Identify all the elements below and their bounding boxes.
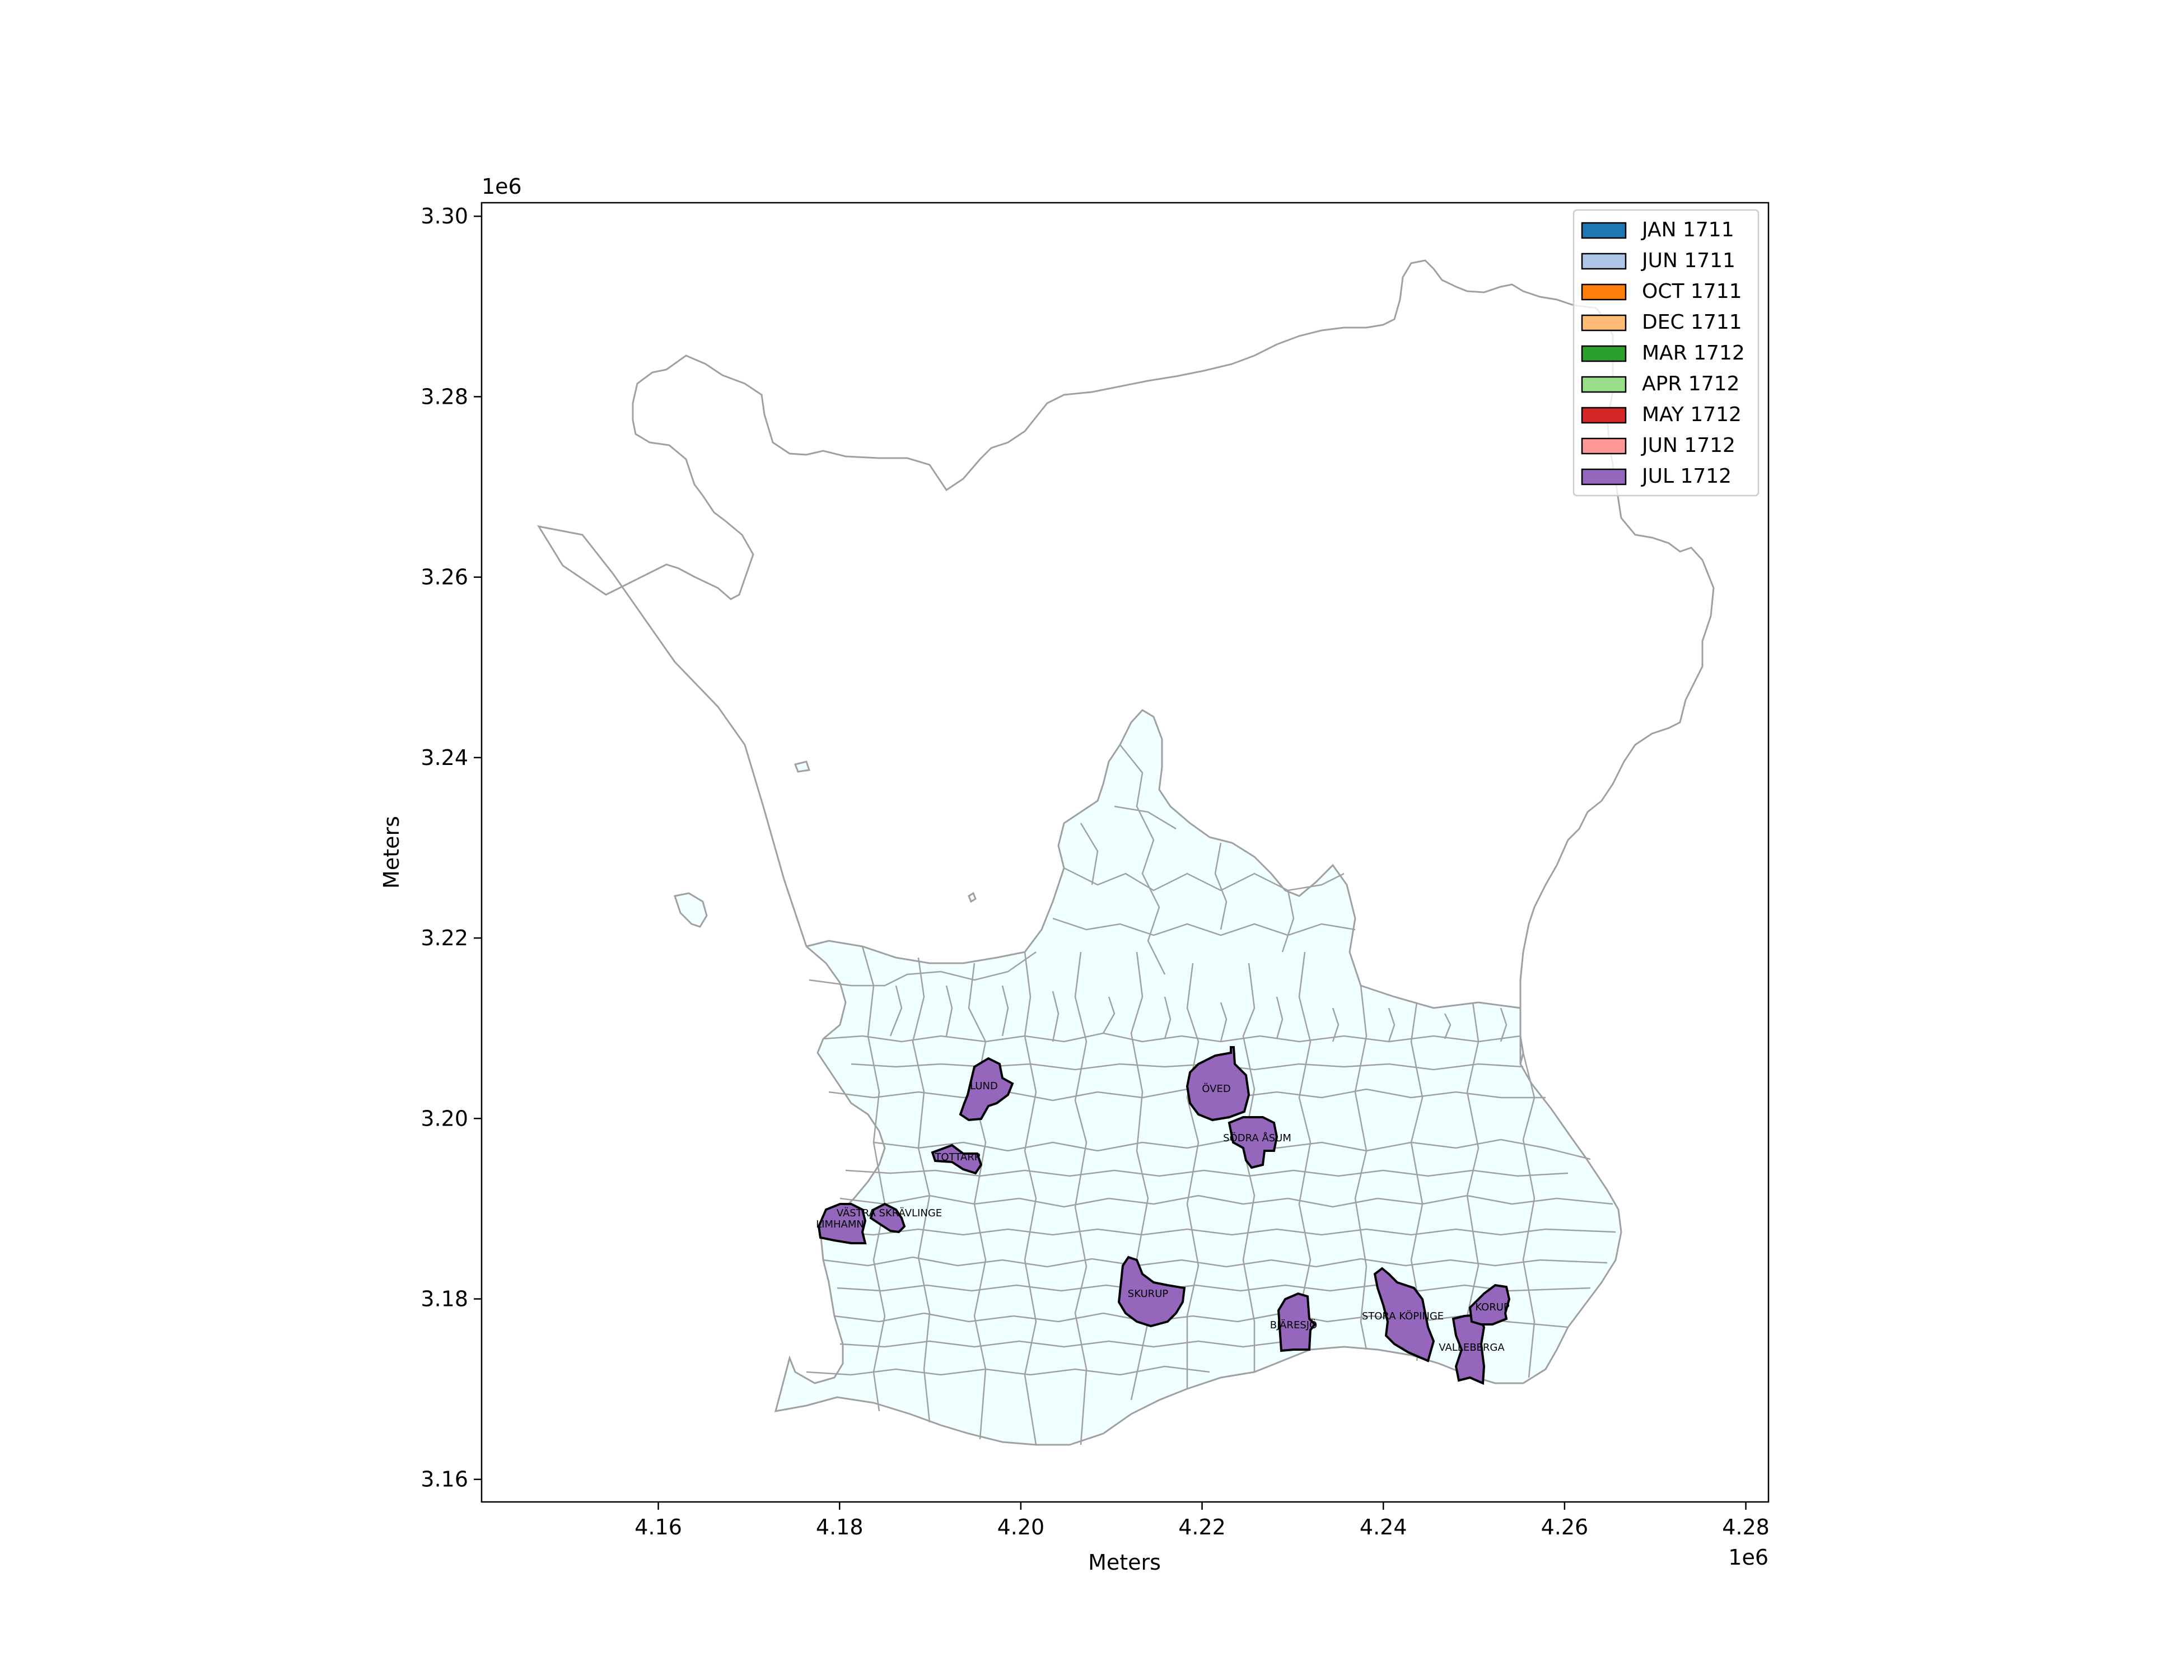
y-offset-label: 1e6	[482, 174, 522, 199]
x-tick-label: 4.24	[1360, 1515, 1407, 1539]
legend-label: MAY 1712	[1642, 403, 1742, 426]
parish-label: VÄSTRA SKRÄVLINGE	[837, 1207, 942, 1219]
parish-stora-kopinge[interactable]	[1373, 1267, 1435, 1362]
island-outline	[794, 760, 810, 773]
legend-label: JAN 1711	[1641, 218, 1734, 241]
legend-label: JUN 1711	[1641, 249, 1735, 272]
x-axis-ticks: 4.16 4.18 4.20 4.22 4.24 4.26 4.28	[634, 1502, 1770, 1539]
y-tick-label: 3.20	[421, 1106, 468, 1131]
y-tick-label: 3.26	[421, 565, 468, 590]
legend-swatch	[1581, 437, 1627, 455]
parish-label: BJÄRESJÖ	[1270, 1319, 1317, 1331]
legend-label: APR 1712	[1642, 372, 1739, 395]
x-tick-label: 4.28	[1722, 1515, 1770, 1539]
legend-swatch	[1581, 376, 1627, 393]
legend-swatch	[1581, 468, 1627, 486]
legend-swatch	[1581, 283, 1627, 301]
parish-label: STORA KÖPINGE	[1362, 1310, 1444, 1322]
legend-label: JUN 1712	[1641, 434, 1735, 457]
parish-label: TOTTARP	[934, 1151, 980, 1163]
legend-swatch	[1581, 253, 1627, 270]
parish-sodra-asum[interactable]	[1228, 1116, 1278, 1169]
parish-tottarp[interactable]	[931, 1144, 983, 1175]
x-offset-label: 1e6	[1728, 1545, 1768, 1570]
y-tick-label: 3.24	[421, 745, 468, 770]
parish-label: VALLEBERGA	[1439, 1342, 1505, 1354]
parish-oved[interactable]	[1186, 1046, 1250, 1122]
northern-region-outline	[536, 259, 1715, 1065]
highlighted-parishes	[817, 1046, 1511, 1385]
parish-limhamn[interactable]	[817, 1203, 867, 1244]
parish-labels: LUND ÖVED SÖDRA ÅSUM TOTTARP VÄSTRA SKRÄ…	[816, 1080, 1510, 1354]
y-tick-label: 3.30	[421, 204, 468, 228]
legend-label: JUL 1712	[1641, 465, 1732, 488]
x-tick-label: 4.18	[816, 1515, 864, 1539]
parish-korup[interactable]	[1468, 1284, 1511, 1326]
parish-label: LUND	[970, 1080, 998, 1092]
parish-bjaresjo[interactable]	[1277, 1292, 1317, 1352]
x-tick-label: 4.16	[634, 1515, 682, 1539]
legend-swatch	[1581, 407, 1627, 424]
parish-label: KORUP	[1475, 1301, 1510, 1313]
y-axis-label: Meters	[379, 816, 404, 889]
parish-label: LIMHAMN	[816, 1219, 864, 1230]
y-tick-label: 3.18	[421, 1287, 468, 1312]
legend-swatch	[1581, 314, 1627, 332]
parish-vastra-skravlinge[interactable]	[869, 1202, 906, 1234]
legend-label: OCT 1711	[1642, 280, 1742, 303]
legend-box	[1572, 209, 1760, 497]
y-tick-label: 3.16	[421, 1467, 468, 1492]
x-axis-label: Meters	[1088, 1550, 1161, 1575]
parish-label: SKURUP	[1128, 1288, 1169, 1300]
parish-lund[interactable]	[959, 1057, 1014, 1122]
parish-label: SÖDRA ÅSUM	[1223, 1132, 1291, 1144]
legend-swatch	[1581, 345, 1627, 362]
island-outline	[674, 892, 708, 928]
legend-label: DEC 1711	[1642, 311, 1742, 334]
y-axis-ticks: 3.16 3.18 3.20 3.22 3.24 3.26 3.28 3.30	[421, 204, 482, 1492]
parish-label: ÖVED	[1202, 1082, 1230, 1095]
island-outline	[968, 892, 977, 903]
x-tick-label: 4.26	[1541, 1515, 1589, 1539]
parish-skurup[interactable]	[1117, 1256, 1186, 1328]
y-tick-label: 3.28	[421, 384, 468, 409]
y-tick-label: 3.22	[421, 926, 468, 950]
legend-swatch	[1581, 222, 1627, 239]
x-tick-label: 4.22	[1178, 1515, 1226, 1539]
legend: JAN 1711 JUN 1711 OCT 1711 DEC 1711 MAR 1712…	[1572, 209, 1760, 497]
x-tick-label: 4.20	[997, 1515, 1045, 1539]
legend-label: MAR 1712	[1642, 342, 1745, 365]
map-area: LUND ÖVED SÖDRA ÅSUM TOTTARP VÄSTRA SKRÄ…	[536, 259, 1715, 1446]
plot-frame	[480, 202, 1770, 1503]
